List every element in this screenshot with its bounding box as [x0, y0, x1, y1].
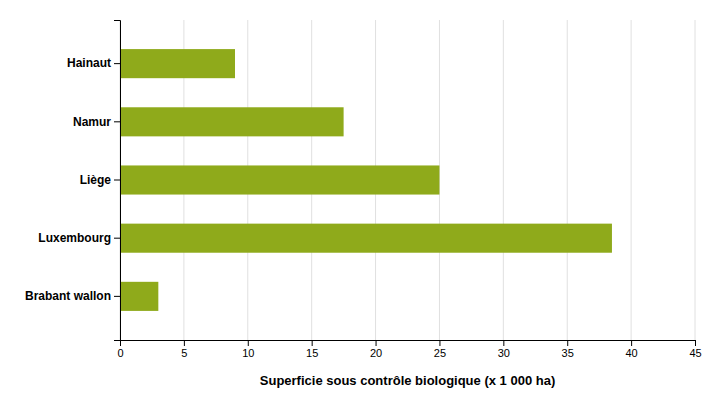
grid-line [695, 20, 696, 340]
y-tick-mark [114, 121, 120, 122]
y-tick-mark [114, 238, 120, 239]
x-tick: 25 [434, 340, 446, 359]
x-tick: 45 [689, 340, 701, 359]
y-tick: Hainaut [67, 56, 120, 70]
grid-line [503, 20, 504, 340]
x-tick: 5 [181, 340, 187, 359]
y-tick-mark [114, 296, 120, 297]
x-tick: 15 [306, 340, 318, 359]
y-axis-line [114, 21, 121, 341]
y-axis: Hainaut Namur Liège Luxembourg Brabant wallo… [25, 21, 121, 341]
x-tick: 30 [498, 340, 510, 359]
x-tick: 40 [625, 340, 637, 359]
x-axis-label: Superficie sous contrôle biologique (x 1… [260, 373, 555, 388]
bar [120, 282, 158, 311]
x-tick-label: 15 [306, 347, 318, 359]
x-tick-label: 5 [181, 347, 187, 359]
x-tick-mark [184, 340, 185, 346]
chart: 0 5 10 15 20 25 30 35 40 45 Hainaut Namur Liège Luxem… [0, 0, 725, 400]
x-tick: 0 [117, 340, 123, 359]
x-tick-label: 0 [117, 347, 123, 359]
y-tick-label: Namur [73, 115, 111, 129]
grid-line [631, 20, 632, 340]
x-tick-mark [631, 340, 632, 346]
x-axis: 0 5 10 15 20 25 30 35 40 45 [117, 340, 701, 359]
y-tick-mark [114, 180, 120, 181]
x-tick-mark [248, 340, 249, 346]
y-tick: Namur [73, 115, 120, 129]
bar [120, 165, 439, 194]
y-tick-label: Luxembourg [38, 231, 111, 245]
grid-line [567, 20, 568, 340]
y-tick-label: Liège [80, 173, 112, 187]
bars [120, 49, 612, 311]
x-tick-mark [695, 340, 696, 346]
x-tick-label: 30 [498, 347, 510, 359]
x-tick-mark [503, 340, 504, 346]
x-tick-mark [312, 340, 313, 346]
x-tick-label: 40 [625, 347, 637, 359]
x-tick-mark [439, 340, 440, 346]
x-tick-mark [376, 340, 377, 346]
x-tick-label: 25 [434, 347, 446, 359]
bar [120, 107, 344, 136]
bar [120, 49, 235, 78]
x-tick-label: 45 [689, 347, 701, 359]
x-tick: 10 [242, 340, 254, 359]
bar [120, 224, 612, 253]
x-tick: 35 [562, 340, 574, 359]
x-tick-label: 10 [242, 347, 254, 359]
y-tick-mark [114, 63, 120, 64]
y-tick: Luxembourg [38, 231, 120, 245]
x-tick-label: 20 [370, 347, 382, 359]
x-tick: 20 [370, 340, 382, 359]
y-tick: Liège [80, 173, 120, 187]
x-axis-line [121, 341, 696, 347]
y-tick-label: Hainaut [67, 56, 111, 70]
x-tick-label: 35 [562, 347, 574, 359]
grid [120, 20, 695, 340]
y-tick: Brabant wallon [25, 289, 120, 303]
y-tick-label: Brabant wallon [25, 289, 111, 303]
x-tick-mark [567, 340, 568, 346]
plot-area: 0 5 10 15 20 25 30 35 40 45 Hainaut Namur Liège Luxem… [25, 20, 702, 359]
